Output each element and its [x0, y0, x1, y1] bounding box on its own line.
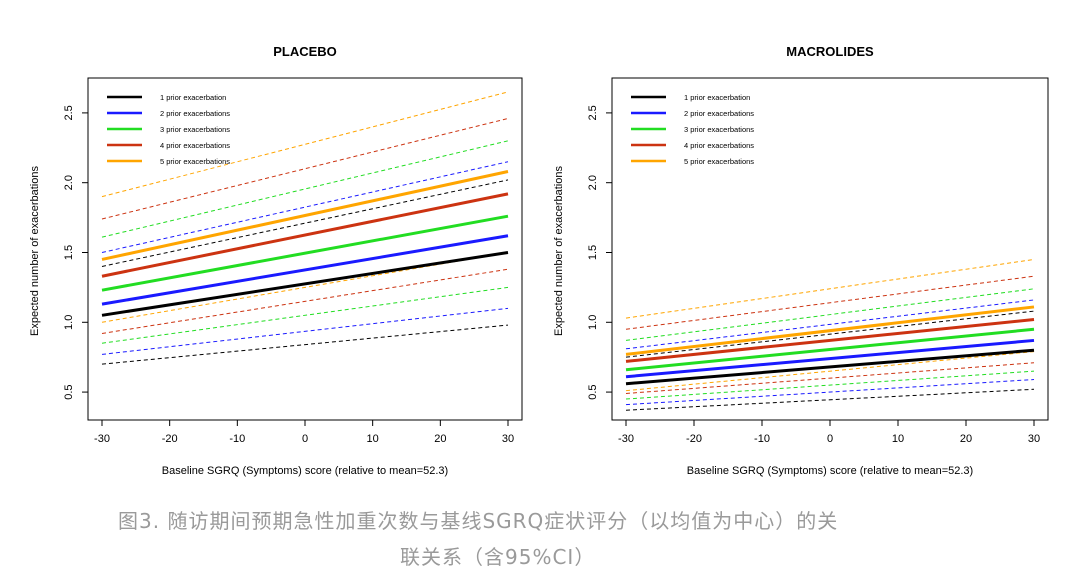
series-3-ci-upper [625, 288, 1035, 341]
series-3-line [101, 214, 509, 292]
series-4-line [625, 318, 1035, 363]
series-3-line [625, 327, 1035, 372]
series-3-ci-upper [101, 140, 509, 238]
series-2-ci-upper [625, 299, 1035, 350]
series-2-ci-lower [101, 307, 509, 355]
x-tick-label: 10 [892, 433, 904, 445]
legend: 1 prior exacerbation 2 prior exacerbation… [631, 93, 754, 166]
chart-title: PLACEBO [273, 44, 337, 59]
series-5-line [625, 305, 1035, 356]
figure-caption-line-1: 图3. 随访期间预期急性加重次数与基线SGRQ症状评分（以均值为中心）的关 [118, 509, 839, 533]
legend-label: 3 prior exacerbations [684, 125, 754, 134]
series-2-line [101, 234, 509, 306]
y-axis-label: Expected number of exacerbations [553, 166, 565, 336]
series-3-ci-lower [101, 286, 509, 344]
x-tick-label: -10 [754, 433, 770, 445]
chart-title: MACROLIDES [786, 44, 874, 59]
series-1-line [101, 251, 509, 317]
legend-label: 2 prior exacerbations [684, 109, 754, 118]
legend-label: 5 prior exacerbations [160, 157, 230, 166]
x-tick-label: -10 [229, 433, 245, 445]
x-tick-label: -20 [162, 433, 178, 445]
x-tick-label: 0 [827, 433, 833, 445]
x-tick-label: 0 [302, 433, 308, 445]
series-2-line [625, 338, 1035, 379]
y-tick-label: 1.0 [587, 315, 599, 330]
x-axis-label: Baseline SGRQ (Symptoms) score (relative… [162, 465, 448, 477]
legend-label: 3 prior exacerbations [160, 125, 230, 134]
x-tick-label: 30 [502, 433, 514, 445]
x-tick-label: -30 [94, 433, 110, 445]
legend-label: 5 prior exacerbations [684, 157, 754, 166]
y-tick-label: 2.5 [587, 105, 599, 120]
y-tick-label: 1.0 [63, 315, 75, 330]
chart-panel-placebo: PLACEBO -30 -20 -10 0 10 20 30 0.5 1.0 1.5 2.0 2.5 Ba… [29, 44, 523, 477]
y-tick-label: 2.0 [63, 175, 75, 190]
x-tick-label: 20 [434, 433, 446, 445]
series-4-ci-lower [625, 362, 1035, 394]
series-1-ci-lower [101, 324, 509, 365]
figure-caption-line-2: 联关系（含95%CI） [400, 545, 596, 569]
y-axis-label: Expected number of exacerbations [29, 166, 41, 336]
series-4-line [101, 192, 509, 278]
series-1-ci-lower [625, 388, 1035, 411]
legend-label: 1 prior exacerbation [160, 93, 226, 102]
series-1-ci-upper [101, 179, 509, 267]
legend-label: 2 prior exacerbations [160, 109, 230, 118]
series-5-line [101, 170, 509, 261]
legend: 1 prior exacerbation 2 prior exacerbation… [107, 93, 230, 166]
x-tick-label: -20 [686, 433, 702, 445]
y-tick-label: 2.5 [63, 105, 75, 120]
legend-label: 4 prior exacerbations [160, 141, 230, 150]
series-1-line [625, 348, 1035, 386]
series-2-ci-lower [625, 379, 1035, 406]
x-tick-label: -30 [618, 433, 634, 445]
series-5-ci-upper [625, 258, 1035, 319]
y-tick-label: 1.5 [587, 245, 599, 260]
legend-label: 1 prior exacerbation [684, 93, 750, 102]
legend-label: 4 prior exacerbations [684, 141, 754, 150]
x-tick-label: 30 [1028, 433, 1040, 445]
x-axis-label: Baseline SGRQ (Symptoms) score (relative… [687, 465, 973, 477]
series-4-ci-upper [625, 275, 1035, 330]
y-tick-label: 2.0 [587, 175, 599, 190]
y-tick-label: 0.5 [63, 384, 75, 399]
y-tick-label: 0.5 [587, 384, 599, 399]
y-tick-label: 1.5 [63, 245, 75, 260]
series-1-ci-upper [625, 310, 1035, 358]
figure: PLACEBO -30 -20 -10 0 10 20 30 0.5 1.0 1.5 2.0 2.5 Ba… [29, 44, 1049, 477]
series-4-ci-lower [101, 268, 509, 334]
series-2-ci-upper [101, 161, 509, 253]
plot-frame [611, 77, 1049, 421]
series-5-ci-lower [625, 351, 1035, 392]
x-tick-label: 10 [367, 433, 379, 445]
x-tick-label: 20 [960, 433, 972, 445]
chart-panel-macrolides: MACROLIDES -30 -20 -10 0 10 20 30 0.5 1.0 1.5 2.0 2.… [553, 44, 1049, 477]
series-3-ci-lower [625, 370, 1035, 400]
